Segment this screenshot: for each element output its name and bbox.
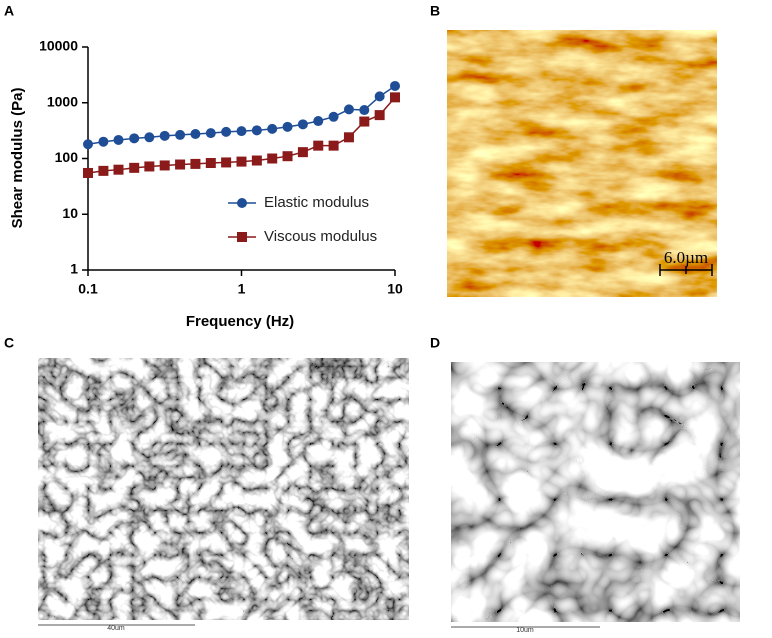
marker bbox=[144, 161, 155, 172]
marker bbox=[282, 151, 293, 162]
panel-label: A bbox=[4, 3, 14, 19]
marker bbox=[221, 157, 232, 168]
marker bbox=[328, 140, 339, 151]
marker bbox=[159, 130, 170, 141]
marker bbox=[129, 162, 140, 173]
marker bbox=[236, 126, 247, 137]
marker bbox=[297, 119, 308, 130]
marker bbox=[297, 147, 308, 158]
afm-texture bbox=[447, 30, 717, 297]
panel-label: C bbox=[4, 335, 14, 351]
y-axis-title: Shear modulus (Pa) bbox=[9, 88, 26, 229]
marker bbox=[190, 158, 201, 169]
marker bbox=[205, 128, 216, 139]
panel-label: D bbox=[430, 335, 440, 351]
marker bbox=[98, 165, 109, 176]
scale-bar-label: 6.0µm bbox=[664, 248, 708, 267]
x-tick-label: 0.1 bbox=[78, 281, 98, 297]
marker bbox=[190, 129, 201, 140]
marker bbox=[328, 111, 339, 122]
y-tick-label: 1 bbox=[70, 261, 78, 277]
scale-bar bbox=[659, 264, 713, 276]
marker bbox=[390, 92, 400, 103]
y-tick-label: 1000 bbox=[47, 93, 78, 109]
y-tick-label: 100 bbox=[55, 149, 79, 165]
legend-label: Viscous modulus bbox=[264, 228, 377, 245]
marker bbox=[343, 132, 354, 143]
marker bbox=[175, 159, 186, 170]
legend-marker bbox=[237, 232, 247, 242]
marker bbox=[374, 91, 385, 102]
marker bbox=[144, 132, 155, 143]
marker bbox=[83, 167, 93, 178]
marker bbox=[343, 104, 354, 115]
marker bbox=[313, 140, 324, 151]
marker bbox=[129, 133, 140, 144]
panel-label: B bbox=[430, 3, 440, 19]
sem-texture bbox=[451, 362, 740, 622]
marker bbox=[98, 136, 109, 147]
marker bbox=[374, 110, 385, 121]
marker bbox=[205, 158, 216, 169]
x-tick-label: 10 bbox=[387, 281, 403, 297]
marker bbox=[267, 123, 278, 134]
marker bbox=[251, 155, 262, 166]
marker bbox=[221, 126, 232, 137]
marker bbox=[267, 153, 278, 164]
marker bbox=[359, 116, 370, 127]
marker bbox=[313, 116, 324, 127]
marker bbox=[282, 121, 293, 132]
marker bbox=[175, 129, 186, 140]
marker bbox=[159, 160, 170, 171]
marker bbox=[83, 139, 93, 150]
scale-bar-label: 40um bbox=[107, 625, 125, 632]
chart: Frequency (Hz) Shear modulus (Pa) 110100… bbox=[9, 38, 403, 330]
marker bbox=[359, 105, 370, 116]
scale-bar-label: 10um bbox=[516, 627, 534, 633]
marker bbox=[236, 156, 247, 167]
x-axis-title: Frequency (Hz) bbox=[186, 313, 294, 330]
y-tick-label: 10 bbox=[62, 205, 78, 221]
sem-texture bbox=[38, 358, 409, 620]
marker bbox=[390, 80, 400, 91]
marker bbox=[251, 125, 262, 136]
legend-marker bbox=[237, 198, 247, 208]
y-tick-label: 10000 bbox=[39, 38, 78, 54]
x-tick-label: 1 bbox=[238, 281, 246, 297]
marker bbox=[113, 134, 124, 145]
legend-label: Elastic modulus bbox=[264, 194, 369, 211]
marker bbox=[113, 164, 124, 175]
